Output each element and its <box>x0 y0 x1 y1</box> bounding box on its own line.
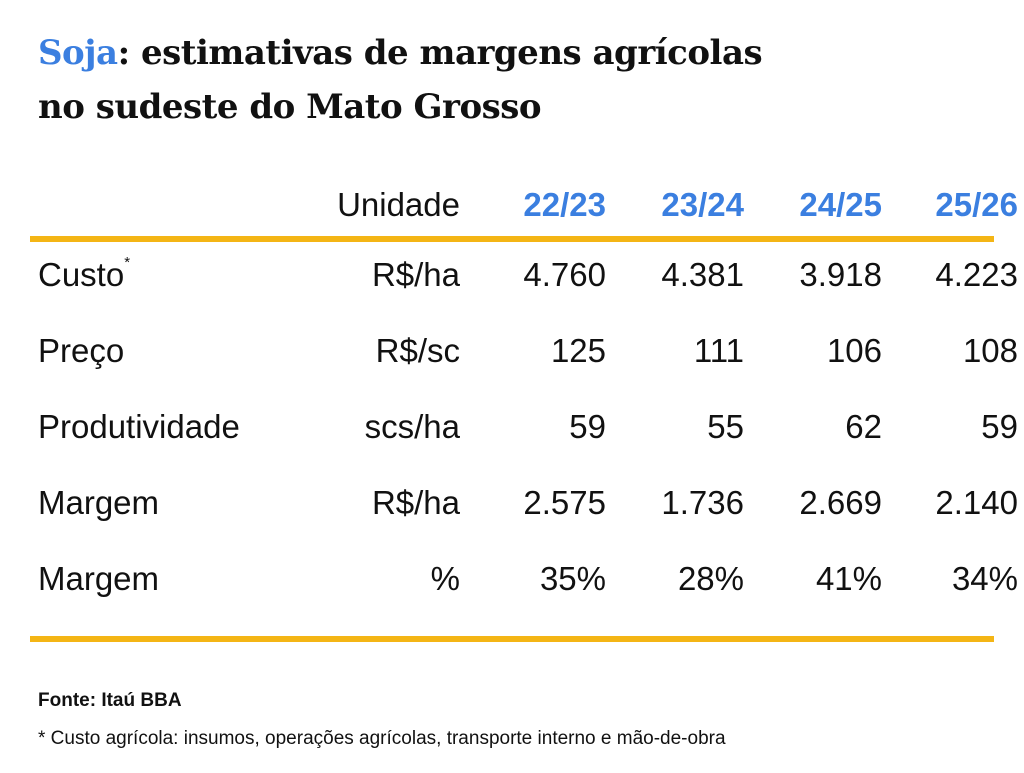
row-value: 59 <box>569 408 606 445</box>
row-value: 4.381 <box>661 256 744 293</box>
row-value: 4.223 <box>935 256 1018 293</box>
row-unit: % <box>430 560 460 597</box>
row-value: 125 <box>550 332 606 369</box>
row-value: 111 <box>693 332 744 369</box>
margins-table: Unidade 22/23 23/24 24/25 25/26 Custo* R… <box>30 178 1018 642</box>
bottom-rule <box>30 636 994 642</box>
row-value: 108 <box>962 332 1018 369</box>
row-value: 35% <box>539 560 606 597</box>
row-value: 2.669 <box>799 484 882 521</box>
table-row: Produtividade scs/ha 59 55 62 59 <box>30 408 1018 484</box>
header-unit: Unidade <box>337 186 460 223</box>
row-unit: R$/ha <box>371 256 460 293</box>
table-row: Preço R$/sc 125 111 106 108 <box>30 332 1018 408</box>
table-row: Margem % 35% 28% 41% 34% <box>30 560 1018 636</box>
row-value: 2.575 <box>523 484 606 521</box>
title-line-1: Soja: estimativas de margens agrícolas <box>38 26 938 80</box>
row-value: 28% <box>677 560 744 597</box>
row-unit: R$/ha <box>371 484 460 521</box>
row-value: 3.918 <box>799 256 882 293</box>
row-value: 106 <box>826 332 882 369</box>
title-line-2: no sudeste do Mato Grosso <box>38 87 542 127</box>
row-unit: scs/ha <box>364 408 460 445</box>
row-unit: R$/sc <box>375 332 460 369</box>
table-body: Custo* R$/ha 4.760 4.381 3.918 4.223 Pre… <box>30 242 1018 636</box>
header-year: 24/25 <box>799 186 882 223</box>
top-rule <box>30 236 994 242</box>
footnote-marker: * <box>124 254 131 271</box>
header-year: 22/23 <box>523 186 606 223</box>
row-label: Margem <box>38 484 160 521</box>
row-value: 2.140 <box>935 484 1018 521</box>
row-label-text: Custo <box>38 256 125 293</box>
row-value: 4.760 <box>523 256 606 293</box>
footnote: * Custo agrícola: insumos, operações agr… <box>38 728 726 749</box>
table-header-row: Unidade 22/23 23/24 24/25 25/26 <box>30 178 1018 236</box>
title-highlight: Soja <box>38 33 118 73</box>
row-label: Custo* <box>38 254 131 294</box>
row-value: 59 <box>981 408 1018 445</box>
row-value: 1.736 <box>661 484 744 521</box>
title-rest: : estimativas de margens agrícolas <box>117 33 763 73</box>
row-label: Margem <box>38 560 160 597</box>
source-note: Fonte: Itaú BBA <box>38 690 182 711</box>
chart-title: Soja: estimativas de margens agrícolas n… <box>38 26 938 134</box>
row-label: Preço <box>38 332 125 369</box>
row-value: 55 <box>707 408 744 445</box>
row-value: 62 <box>845 408 882 445</box>
row-value: 41% <box>815 560 882 597</box>
header-year: 25/26 <box>935 186 1018 223</box>
table-row: Custo* R$/ha 4.760 4.381 3.918 4.223 <box>30 254 1018 332</box>
header-year: 23/24 <box>661 186 744 223</box>
row-value: 34% <box>951 560 1018 597</box>
row-label: Produtividade <box>38 408 240 445</box>
table-row: Margem R$/ha 2.575 1.736 2.669 2.140 <box>30 484 1018 560</box>
